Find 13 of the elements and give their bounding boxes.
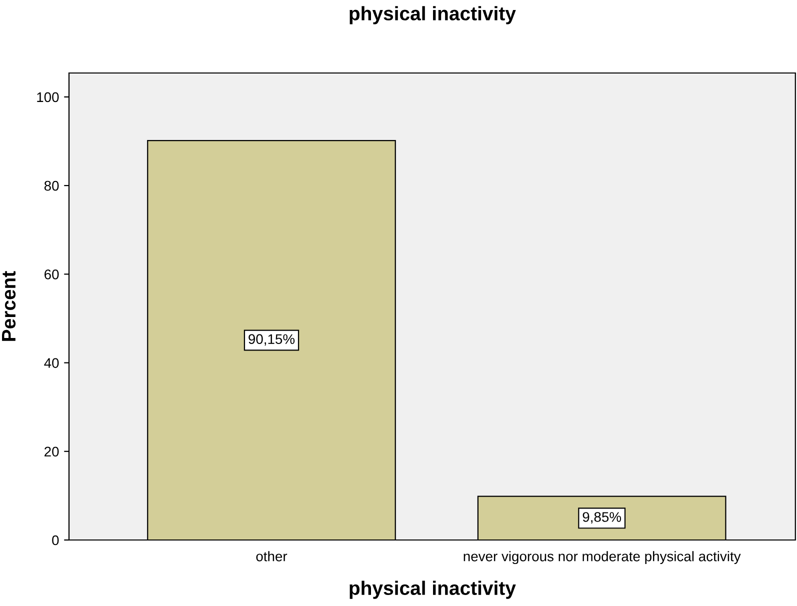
y-tick-label: 100: [37, 92, 59, 102]
y-tick-label: 80: [44, 180, 59, 191]
y-tick-label: 60: [44, 269, 59, 280]
x-tick-label: other: [256, 551, 288, 562]
y-tick-label: 40: [44, 358, 59, 368]
y-tick-label: 20: [44, 446, 59, 457]
x-tick-label: never vigorous nor moderate physical activity: [464, 551, 741, 564]
chart-title: physical inactivity: [350, 6, 516, 24]
data-label: 9,85%: [582, 512, 622, 524]
data-label: 90,15%: [248, 334, 295, 346]
y-axis-title: Percent: [2, 271, 16, 341]
y-tick-label: 0: [52, 535, 59, 546]
x-axis-title: physical inactivity: [350, 580, 516, 599]
